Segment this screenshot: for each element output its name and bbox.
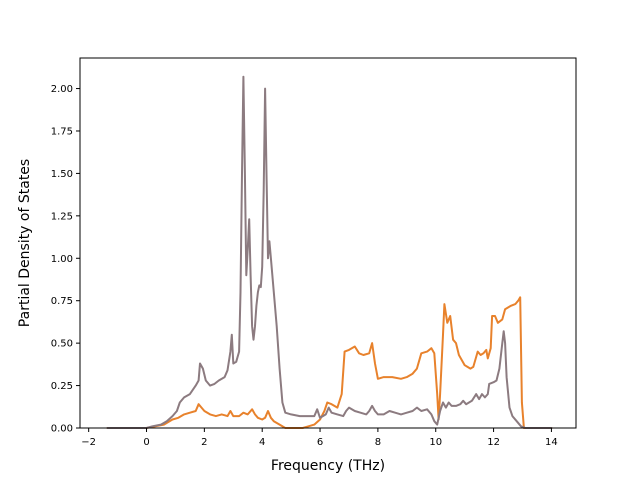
x-tick-label: −2 (81, 437, 96, 448)
y-axis-label: Partial Density of States (17, 159, 33, 327)
plot-area (80, 58, 576, 428)
x-axis-label: Frequency (THz) (271, 458, 385, 474)
y-tick-label: 0.50 (51, 339, 73, 350)
series-line-1 (106, 296, 553, 429)
x-tick-label: 0 (143, 437, 149, 448)
x-tick-label: 6 (317, 437, 323, 448)
x-tick-label: 4 (259, 437, 265, 448)
x-tick-label: 2 (201, 437, 207, 448)
y-tick-label: 1.25 (51, 211, 73, 222)
y-tick-label: 2.00 (51, 84, 73, 95)
x-tick-label: 10 (429, 437, 442, 448)
x-tick-label: 14 (545, 437, 558, 448)
x-tick-label: 12 (487, 437, 500, 448)
x-axis-ticks: −2 0 2 4 6 8 10 12 14 (81, 428, 558, 448)
y-tick-label: 0.25 (51, 381, 73, 392)
y-tick-label: 1.75 (51, 126, 73, 137)
y-tick-label: 0.75 (51, 296, 73, 307)
series-line-2 (106, 75, 553, 429)
y-tick-label: 1.50 (51, 169, 73, 180)
y-tick-label: 0.00 (51, 424, 73, 435)
plot-frame (79, 57, 577, 429)
y-tick-label: 1.00 (51, 254, 73, 265)
x-tick-label: 8 (375, 437, 381, 448)
series-layer (106, 75, 553, 429)
y-axis-ticks: 0.00 0.25 0.50 0.75 1.00 1.25 1.50 1.75 2.00 (51, 84, 80, 435)
